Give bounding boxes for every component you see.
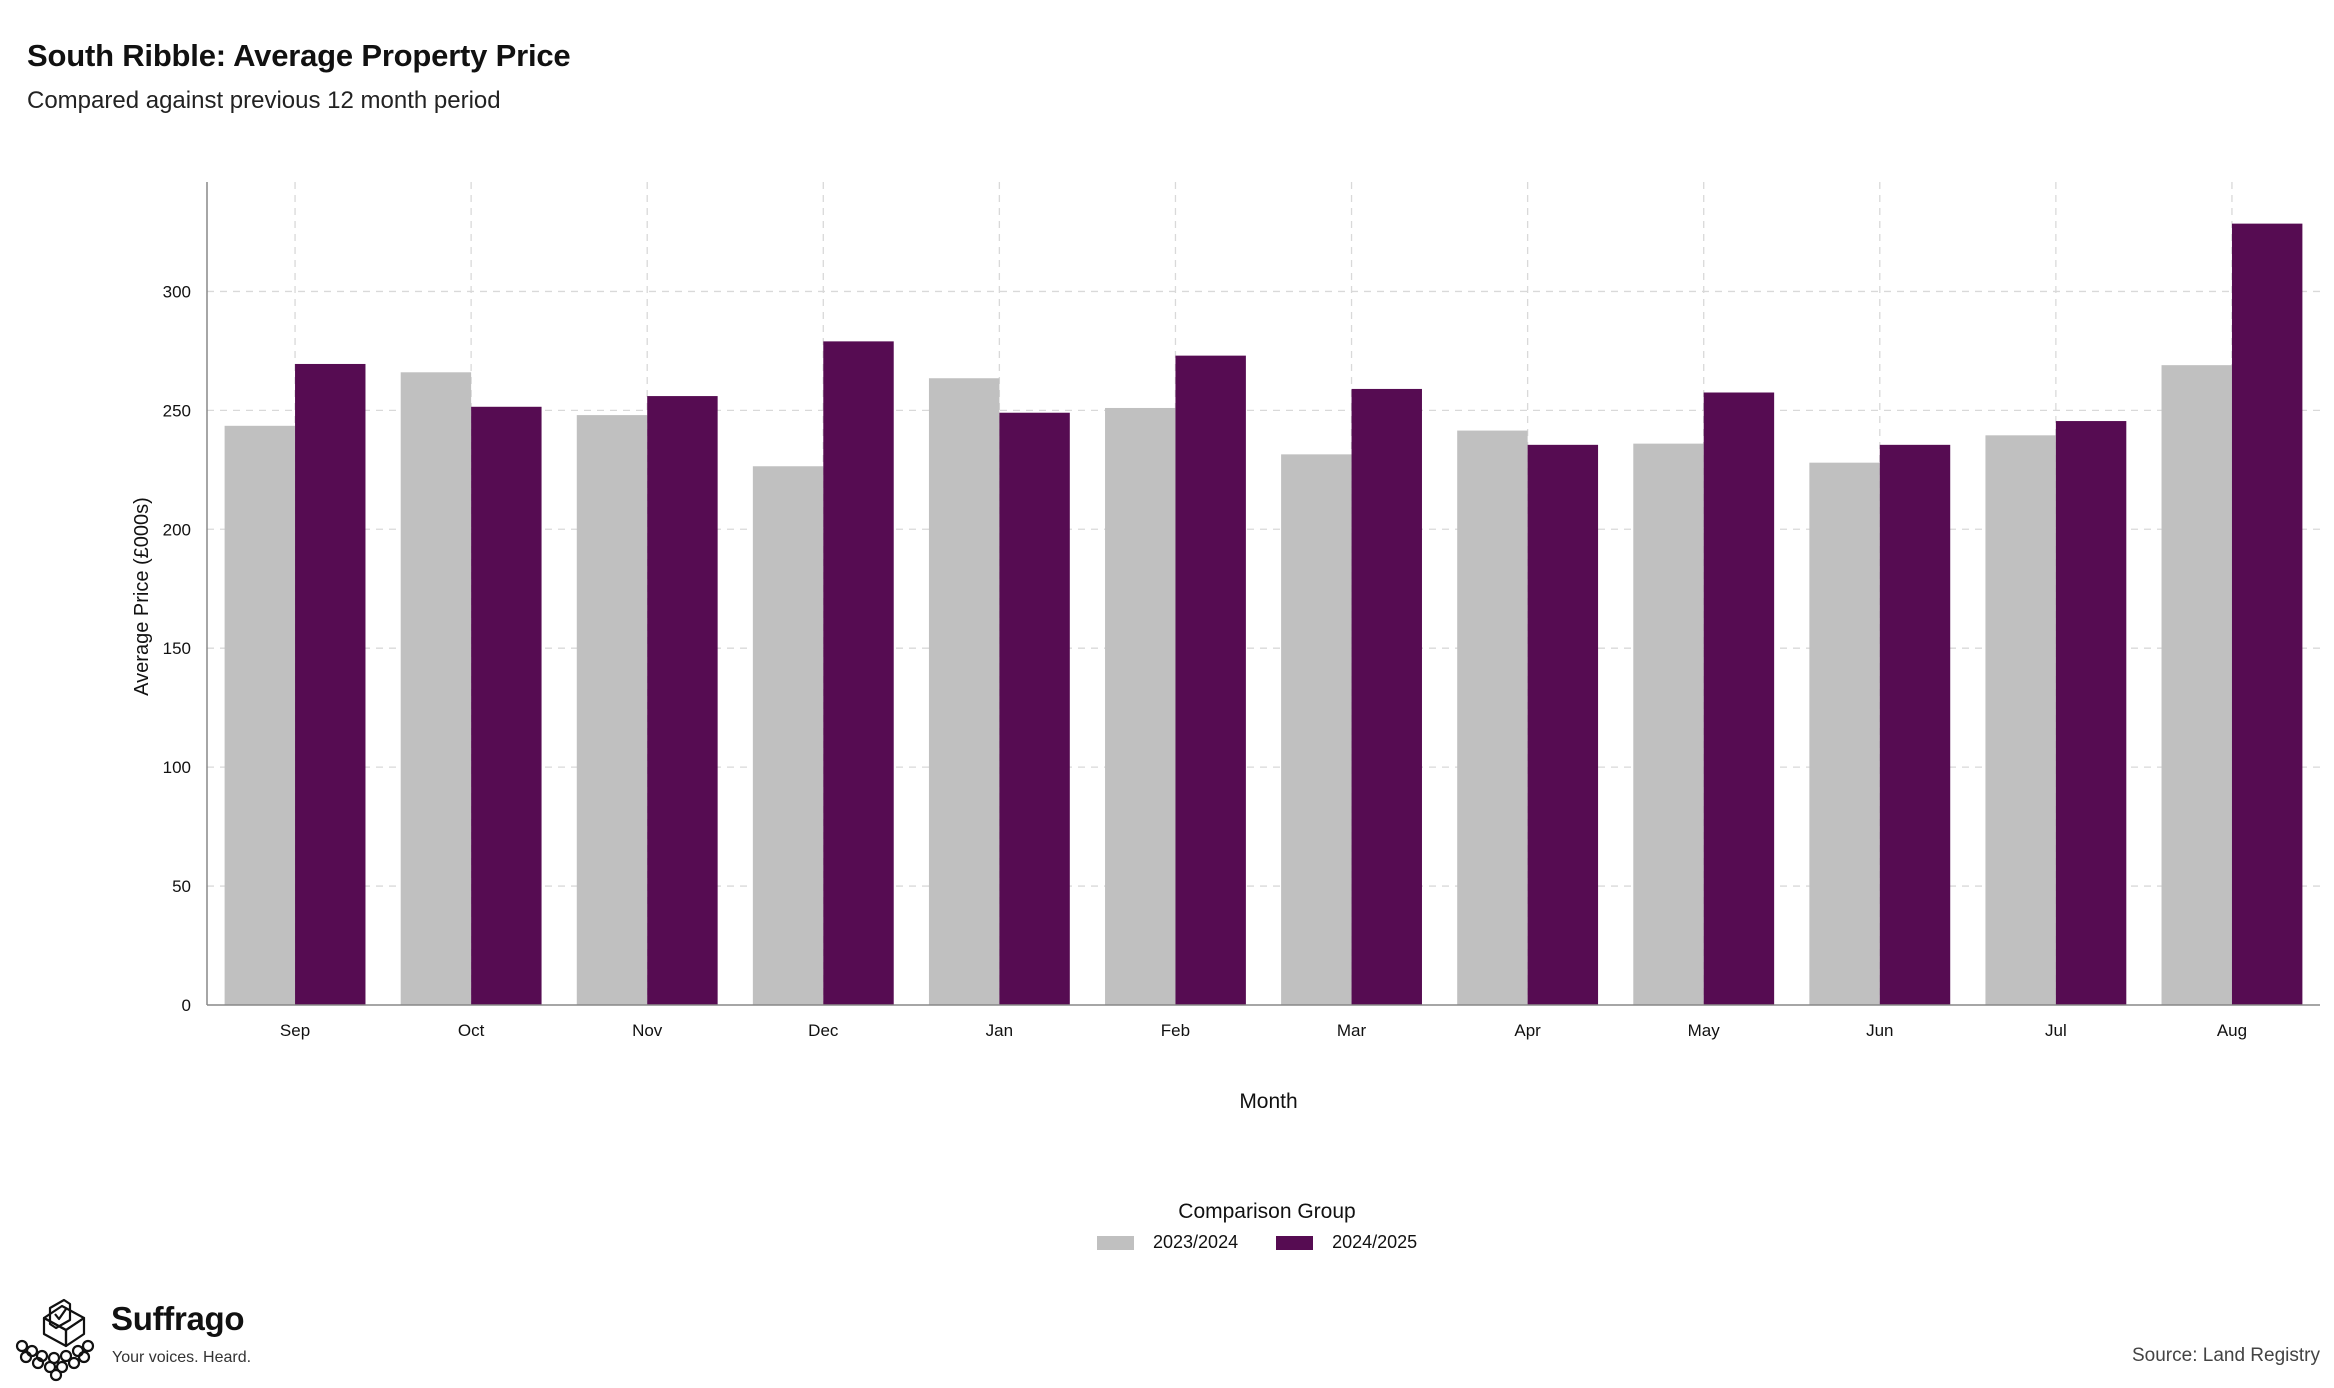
y-axis-title: Average Price (£000s) xyxy=(131,497,153,696)
chart-subtitle: Compared against previous 12 month perio… xyxy=(27,87,501,114)
legend-label-2024-2025: 2024/2025 xyxy=(1332,1232,1418,1252)
bar-2024-2025-jul xyxy=(2055,421,2127,1006)
bar-2023-2024-apr xyxy=(1457,430,1528,1005)
source-note: Source: Land Registry xyxy=(2132,1345,2320,1366)
legend-item-2023-2024: 2023/2024 xyxy=(1097,1232,1238,1253)
x-tick-label: Apr xyxy=(1514,1021,1541,1040)
x-tick-label: Nov xyxy=(632,1021,663,1040)
x-tick-label: Mar xyxy=(1337,1021,1367,1040)
bar-2023-2024-aug xyxy=(2161,365,2232,1005)
bar-2024-2025-feb xyxy=(1175,355,1246,1005)
bar-2023-2024-dec xyxy=(752,466,824,1005)
bar-2023-2024-may xyxy=(1633,443,1704,1005)
bar-2024-2025-jan xyxy=(999,412,1070,1005)
x-tick-label: Aug xyxy=(2217,1021,2247,1040)
brand-name: Suffrago xyxy=(111,1300,245,1337)
bar-2023-2024-mar xyxy=(1281,454,1352,1005)
y-tick-label: 200 xyxy=(163,520,191,539)
y-tick-label: 250 xyxy=(163,401,191,420)
bar-2023-2024-sep xyxy=(224,425,296,1005)
bar-2023-2024-jun xyxy=(1809,462,1880,1006)
bar-2023-2024-oct xyxy=(400,372,472,1005)
x-tick-label: Feb xyxy=(1161,1021,1190,1040)
y-tick-label: 50 xyxy=(172,877,191,896)
x-tick-label: Jun xyxy=(1866,1021,1893,1040)
legend-label-2023-2024: 2023/2024 xyxy=(1153,1232,1239,1252)
bar-2024-2025-aug xyxy=(2231,223,2303,1005)
bar-2023-2024-feb xyxy=(1105,407,1176,1005)
bar-2024-2025-mar xyxy=(1351,388,1422,1005)
x-tick-label: May xyxy=(1688,1021,1721,1040)
legend-title: Comparison Group xyxy=(1178,1200,1356,1223)
x-tick-label: Jan xyxy=(986,1021,1013,1040)
y-tick-label: 0 xyxy=(182,996,191,1015)
ballot-box-logo-icon xyxy=(15,1298,95,1382)
x-axis-title: Month xyxy=(1239,1090,1297,1113)
bar-2023-2024-nov xyxy=(576,415,648,1006)
bar-2024-2025-jun xyxy=(1879,444,1951,1006)
legend-item-2024-2025: 2024/2025 xyxy=(1276,1232,1417,1253)
legend: 2023/2024 2024/2025 xyxy=(1097,1232,1455,1253)
bar-2023-2024-jan xyxy=(928,378,1000,1005)
x-tick-label: Jul xyxy=(2045,1021,2067,1040)
legend-swatch-2024-2025 xyxy=(1276,1235,1314,1250)
bar-2024-2025-may xyxy=(1703,392,1775,1006)
y-tick-label: 150 xyxy=(163,639,191,658)
bar-2024-2025-apr xyxy=(1527,444,1599,1006)
y-tick-label: 300 xyxy=(163,282,191,301)
bar-2024-2025-sep xyxy=(295,363,366,1005)
brand-tagline: Your voices. Heard. xyxy=(112,1349,252,1366)
bar-2024-2025-dec xyxy=(823,341,894,1005)
bar-2024-2025-oct xyxy=(471,406,542,1005)
legend-swatch-2023-2024 xyxy=(1097,1235,1134,1250)
y-tick-label: 100 xyxy=(163,758,191,777)
x-tick-label: Dec xyxy=(808,1021,839,1040)
bar-2024-2025-nov xyxy=(647,396,718,1005)
x-tick-label: Sep xyxy=(280,1021,310,1040)
x-tick-label: Oct xyxy=(458,1021,485,1040)
chart-title: South Ribble: Average Property Price xyxy=(27,38,571,73)
bar-2023-2024-jul xyxy=(1985,435,2056,1005)
